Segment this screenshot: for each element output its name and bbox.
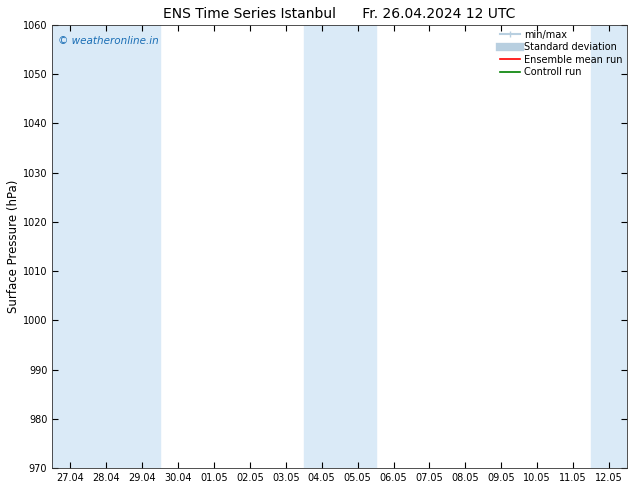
Y-axis label: Surface Pressure (hPa): Surface Pressure (hPa) (7, 180, 20, 313)
Bar (88, 25, 160, 468)
Title: ENS Time Series Istanbul      Fr. 26.04.2024 12 UTC: ENS Time Series Istanbul Fr. 26.04.2024 … (164, 7, 516, 21)
Bar (52, 25, 88, 468)
Bar (304, 25, 375, 468)
Text: © weatheronline.in: © weatheronline.in (58, 36, 158, 46)
Bar (591, 25, 627, 468)
Legend: min/max, Standard deviation, Ensemble mean run, Controll run: min/max, Standard deviation, Ensemble me… (498, 28, 624, 79)
